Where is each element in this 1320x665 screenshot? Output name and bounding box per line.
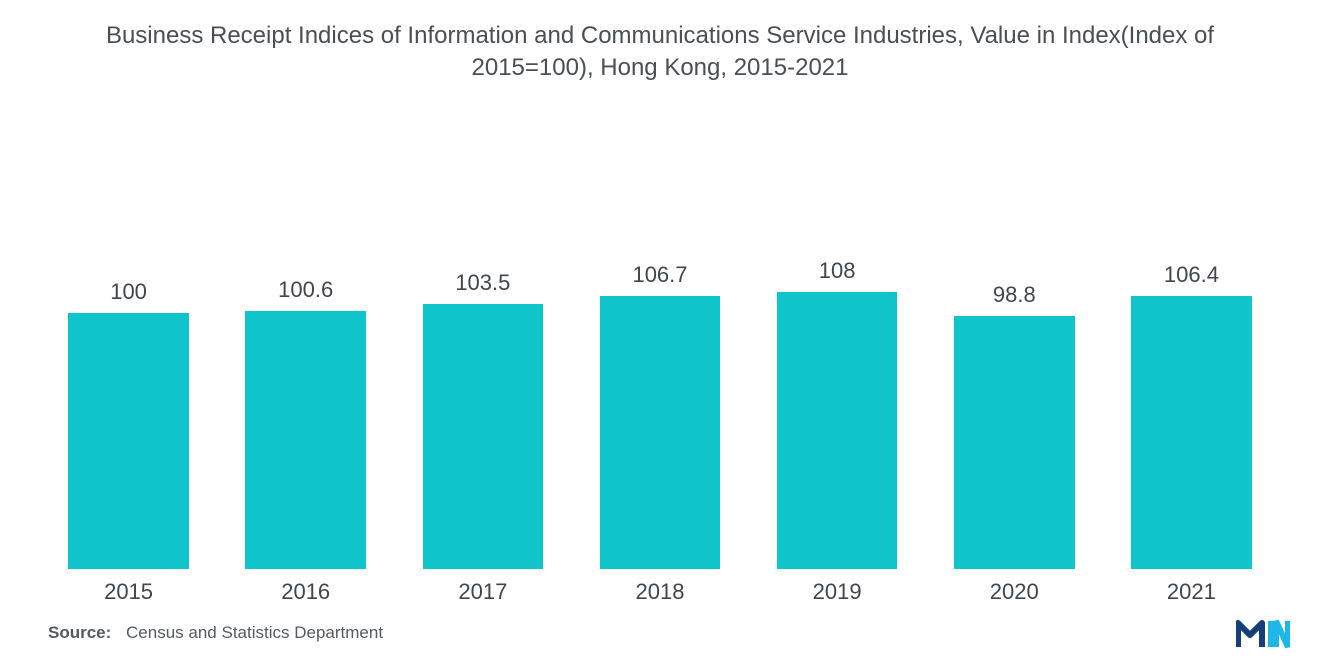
bar-category-label: 2016 [281,579,330,605]
bar [1131,296,1251,569]
bar [600,296,720,569]
bar-group: 108 2019 [749,120,926,569]
bar [777,292,897,569]
bar-value-label: 108 [819,258,856,284]
source-line: Source: Census and Statistics Department [48,623,383,643]
bar-category-label: 2020 [990,579,1039,605]
bar-value-label: 100.6 [278,277,333,303]
bar-chart: 100 2015 100.6 2016 103.5 2017 106.7 201… [40,120,1280,570]
bar-category-label: 2021 [1167,579,1216,605]
bar-group: 106.4 2021 [1103,120,1280,569]
bar-value-label: 100 [110,279,147,305]
source-text: Census and Statistics Department [126,623,383,642]
bar-category-label: 2019 [813,579,862,605]
bar-category-label: 2018 [636,579,685,605]
bar-category-label: 2017 [458,579,507,605]
logo-m-icon [1238,623,1262,647]
bar [245,311,365,569]
chart-title: Business Receipt Indices of Information … [0,0,1320,95]
bar [423,304,543,569]
bar-value-label: 103.5 [455,270,510,296]
bar-group: 103.5 2017 [394,120,571,569]
bar-category-label: 2015 [104,579,153,605]
brand-logo [1236,617,1290,651]
source-label: Source: [48,623,111,642]
bar-value-label: 106.4 [1164,262,1219,288]
bar-group: 100 2015 [40,120,217,569]
bar-value-label: 98.8 [993,282,1036,308]
bar-group: 100.6 2016 [217,120,394,569]
bar-group: 106.7 2018 [571,120,748,569]
bar-value-label: 106.7 [632,262,687,288]
bar [68,313,188,569]
bar-group: 98.8 2020 [926,120,1103,569]
logo-n2-icon [1276,621,1288,647]
bar [954,316,1074,569]
